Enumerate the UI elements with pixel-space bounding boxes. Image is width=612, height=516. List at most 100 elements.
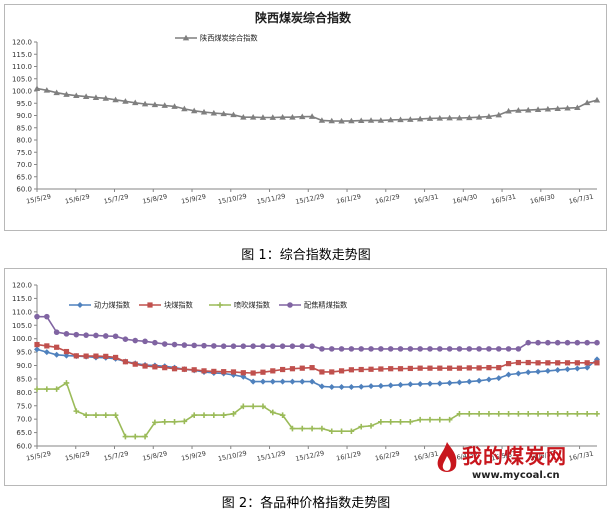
data-point: [309, 365, 315, 371]
x-tick-label: 15/10/29: [217, 449, 247, 463]
data-point: [191, 342, 197, 349]
data-point: [152, 364, 158, 370]
data-point: [200, 108, 208, 115]
data-point: [230, 369, 237, 375]
data-point: [63, 352, 70, 359]
x-tick-label: 15/6/29: [64, 193, 90, 206]
data-point: [161, 419, 168, 425]
data-point: [574, 104, 581, 111]
data-point: [407, 116, 414, 122]
data-point: [348, 117, 355, 124]
x-tick-label: 16/1/29: [336, 450, 362, 463]
y-tick-label: 80.0: [16, 389, 32, 397]
data-point: [53, 329, 60, 336]
data-point: [141, 100, 149, 107]
data-point: [466, 346, 473, 352]
data-point: [407, 365, 413, 372]
data-point: [122, 433, 129, 440]
data-point: [220, 412, 227, 418]
data-point: [191, 367, 197, 373]
data-point: [348, 367, 354, 373]
data-point: [289, 425, 296, 432]
x-tick-label: 16/4/30: [452, 193, 478, 206]
data-point: [83, 412, 89, 418]
x-tick-label: 15/12/29: [295, 192, 325, 206]
data-point: [250, 370, 256, 376]
data-point: [436, 114, 444, 121]
data-point: [171, 419, 178, 425]
data-point: [83, 353, 89, 359]
data-point: [211, 368, 217, 375]
data-point: [397, 346, 404, 352]
y-tick-label: 75.0: [16, 402, 32, 410]
data-point: [358, 423, 365, 430]
y-tick-label: 100.0: [12, 88, 32, 96]
data-point: [318, 117, 326, 123]
data-point: [299, 343, 306, 349]
data-point: [446, 379, 453, 386]
data-point: [260, 369, 266, 375]
data-point: [142, 363, 148, 369]
x-tick-label: 15/5/29: [25, 450, 51, 463]
data-point: [594, 360, 600, 366]
y-tick-label: 80.0: [16, 137, 32, 145]
data-point: [279, 343, 286, 349]
data-point: [73, 408, 80, 414]
legend-marker: [147, 302, 153, 308]
figure-1-caption: 图 1：综合指数走势图: [241, 248, 371, 263]
data-point: [466, 365, 472, 371]
data-point: [378, 346, 384, 352]
data-point: [368, 346, 374, 352]
data-point: [574, 411, 581, 417]
legend-entry: 配焦精煤指数: [279, 301, 347, 310]
data-point: [554, 367, 561, 374]
data-point: [289, 114, 296, 120]
data-point: [584, 364, 591, 371]
data-point: [249, 114, 257, 120]
category-index-chart: 60.0 65.0 70.0 75.0 80.0 85.0 90.0 95.0 100.0 105…: [12, 282, 600, 463]
data-point: [289, 366, 296, 372]
data-point: [456, 379, 463, 386]
data-point: [594, 411, 600, 417]
data-point: [486, 411, 492, 417]
data-point: [299, 378, 306, 385]
legend-marker: [287, 302, 293, 308]
data-point: [171, 341, 178, 348]
data-point: [564, 104, 571, 111]
axis-lines: [36, 42, 597, 190]
data-point: [466, 114, 473, 121]
data-point: [426, 380, 433, 387]
data-point: [181, 418, 188, 425]
x-tick-label: 15/10/29: [217, 192, 247, 206]
data-point: [279, 412, 286, 418]
data-point: [367, 117, 375, 123]
data-point: [132, 361, 138, 367]
data-point: [554, 411, 561, 417]
data-point: [485, 376, 492, 383]
x-tick-label: 16/2/29: [374, 450, 400, 463]
data-point: [279, 114, 286, 120]
data-point: [387, 346, 394, 352]
y-tick-label: 115.0: [12, 51, 32, 59]
data-point: [191, 412, 197, 418]
watermark-url: www.mycoal.cn: [472, 470, 560, 481]
data-point: [319, 346, 325, 352]
data-point: [210, 109, 218, 116]
data-point: [328, 428, 335, 435]
data-point: [564, 339, 571, 346]
data-point: [122, 98, 129, 104]
data-point: [377, 382, 384, 389]
y-tick-label: 95.0: [16, 349, 32, 357]
data-point: [495, 375, 502, 382]
data-point: [437, 416, 443, 423]
data-point: [259, 114, 267, 120]
data-point: [230, 111, 237, 118]
data-point: [338, 117, 345, 124]
data-point: [161, 102, 168, 108]
data-point: [564, 366, 571, 373]
data-point: [554, 339, 561, 346]
series-line: [36, 343, 597, 374]
data-point: [495, 346, 502, 352]
data-point: [250, 343, 256, 349]
data-point: [495, 111, 502, 118]
